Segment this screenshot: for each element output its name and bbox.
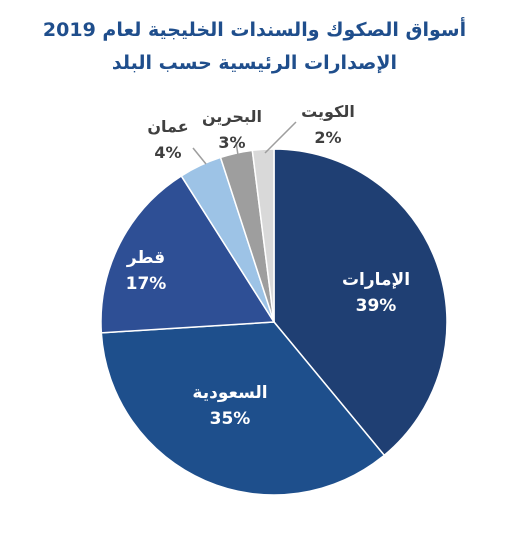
category-label: الكويت	[301, 102, 355, 121]
value-label: 17%	[126, 274, 167, 294]
value-label: 39%	[356, 296, 397, 316]
pie-slice	[100, 174, 276, 334]
value-label: 35%	[210, 409, 251, 429]
pie-slice	[251, 148, 275, 323]
pie-slice	[273, 148, 448, 457]
category-label: قطر	[126, 248, 165, 268]
leader-line	[192, 147, 207, 165]
category-label: البحرين	[202, 107, 262, 126]
leader-line	[235, 141, 239, 156]
category-label: الإمارات	[342, 270, 410, 290]
value-label: 3%	[218, 133, 245, 152]
chart-title: أسواق الصكوك والسندات الخليجية لعام 2019	[42, 19, 467, 41]
category-label: عمان	[147, 117, 188, 136]
chart-title-block: أسواق الصكوك والسندات الخليجية لعام 2019…	[0, 14, 509, 80]
leader-line	[264, 121, 297, 154]
chart-subtitle: الإصدارات الرئيسية حسب البلد	[111, 52, 398, 74]
pie-slice	[100, 321, 386, 496]
category-label: السعودية	[192, 383, 267, 403]
value-label: 4%	[154, 143, 181, 162]
value-label: 2%	[314, 128, 341, 147]
